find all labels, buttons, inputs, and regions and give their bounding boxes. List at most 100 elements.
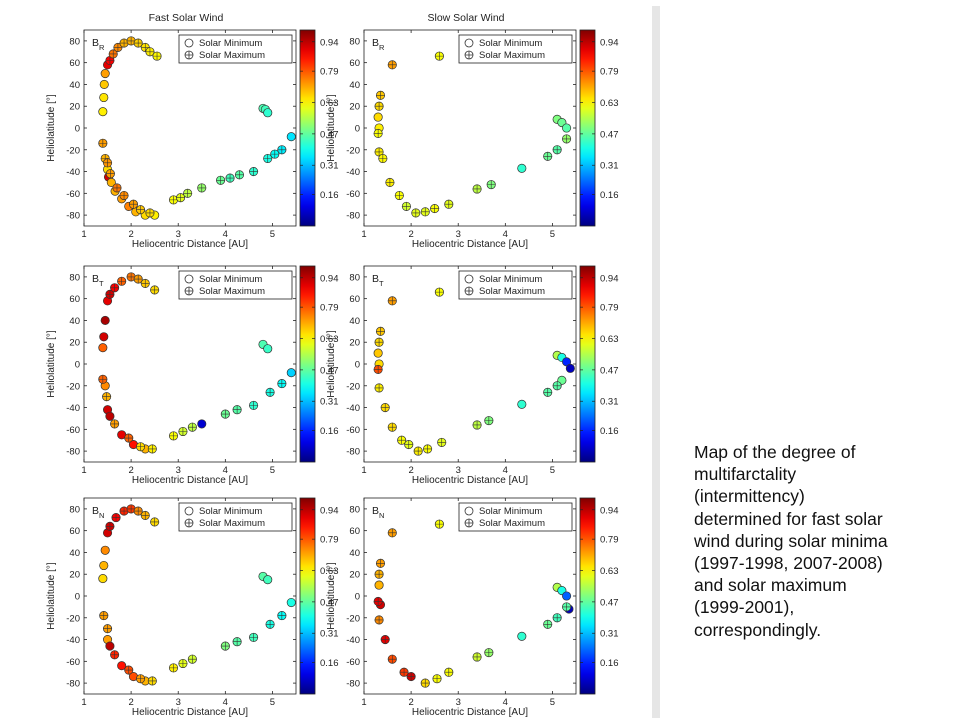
data-point-plus (552, 145, 562, 154)
y-tick-label: -80 (346, 447, 360, 458)
panel-title: Fast Solar Wind (149, 12, 224, 24)
colorbar-tick-label: 0.63 (320, 566, 339, 577)
colorbar-tick-label: 0.94 (600, 505, 619, 516)
data-point-plus (150, 285, 159, 295)
colorbar-tick-label: 0.47 (320, 597, 339, 608)
data-point-plus (543, 620, 552, 629)
x-tick-label: 1 (81, 465, 86, 476)
data-point-plus (277, 611, 287, 620)
x-tick-label: 2 (128, 229, 133, 240)
data-point-solar-minimum (105, 641, 115, 651)
data-point-plus (152, 51, 162, 61)
data-point-solar-minimum (562, 123, 572, 133)
colorbar-tick-label: 0.94 (600, 37, 619, 48)
legend-marker-solar-minimum (464, 274, 474, 284)
y-tick-label: 0 (355, 124, 360, 135)
data-point-plus (388, 528, 397, 538)
data-point-plus (221, 409, 230, 419)
data-point-plus (472, 420, 482, 430)
data-point-plus (102, 392, 111, 401)
y-tick-label: -40 (346, 167, 360, 178)
legend-box (458, 502, 573, 532)
legend-label-solar-maximum: Solar Maximum (479, 518, 545, 529)
x-tick-label: 2 (408, 697, 413, 708)
data-point-plus (221, 641, 230, 651)
y-tick-label: -80 (346, 679, 360, 690)
y-axis-label: Heliolatitude [°] (46, 94, 57, 162)
data-point-plus (249, 633, 258, 642)
y-tick-label: -40 (346, 403, 360, 414)
data-point-plus (141, 511, 150, 520)
colorbar (579, 265, 596, 463)
data-point-plus (413, 446, 423, 456)
data-point-plus (421, 207, 430, 217)
data-point-plus (133, 38, 143, 48)
data-point-plus (277, 379, 287, 388)
data-point-solar-minimum (99, 92, 109, 103)
x-tick-label: 5 (550, 697, 555, 708)
colorbar-tick-label: 0.94 (320, 273, 339, 284)
data-point-plus (385, 178, 395, 187)
x-tick-label: 1 (81, 697, 86, 708)
colorbar-tick-label: 0.79 (600, 67, 619, 78)
data-point-plus (397, 436, 406, 445)
x-tick-label: 4 (503, 465, 508, 476)
data-point-plus (136, 674, 145, 683)
data-point-plus (411, 208, 421, 218)
data-point-plus (404, 440, 413, 449)
x-axis-label: Heliocentric Distance [AU] (132, 475, 248, 486)
legend-label-solar-maximum: Solar Maximum (479, 286, 545, 297)
x-tick-label: 5 (270, 229, 275, 240)
data-point-plus (110, 419, 119, 429)
colorbar-tick-label: 0.31 (320, 397, 339, 408)
y-tick-label: -60 (66, 189, 80, 200)
colorbar-tick-label: 0.79 (600, 535, 619, 546)
data-point-plus (129, 200, 138, 209)
legend-marker-solar-minimum (184, 38, 194, 48)
data-point-solar-minimum (99, 560, 109, 571)
data-point-plus (110, 283, 119, 292)
scatter-panel: 1 2 3 4 5 80 60 40 20 0 -20 -40 -60 -80 Heliocentric D… (46, 265, 339, 486)
data-point-plus (406, 672, 416, 681)
x-axis-label: Heliocentric Distance [AU] (132, 239, 248, 250)
panel-label: B (92, 505, 99, 517)
y-tick-label: 0 (75, 360, 80, 371)
data-point-plus (374, 570, 384, 579)
data-point-plus (136, 442, 145, 451)
y-tick-label: 40 (69, 80, 80, 91)
panel-label-subscript: T (379, 279, 384, 288)
data-point-plus (374, 102, 384, 111)
y-axis-label: Heliolatitude [°] (46, 330, 57, 398)
data-point-plus (105, 290, 115, 299)
scatter-panel: 1 2 3 4 5 80 60 40 20 0 -20 -40 -60 -80 Heliocentric D… (326, 265, 619, 486)
data-point-plus (270, 149, 279, 159)
data-point-plus (373, 597, 383, 606)
data-point-plus (543, 388, 552, 397)
data-point-plus (232, 405, 242, 414)
y-tick-label: -40 (66, 403, 80, 414)
data-point-solar-minimum (373, 348, 383, 358)
data-point-plus (430, 204, 439, 213)
legend-plus (185, 519, 193, 527)
data-point-plus (148, 676, 157, 686)
data-point-plus (376, 327, 385, 336)
data-point-plus (388, 422, 397, 432)
data-point-plus (376, 91, 385, 100)
data-point-plus (378, 154, 388, 163)
legend-marker-solar-minimum (184, 274, 194, 284)
data-point-solar-minimum (286, 132, 296, 142)
data-point-plus (124, 433, 133, 443)
colorbar-tick-label: 0.16 (320, 658, 339, 669)
data-point-plus (388, 60, 397, 70)
data-point-plus (552, 381, 562, 390)
data-point-plus (373, 365, 383, 374)
colorbar-tick-label: 0.47 (320, 365, 339, 376)
x-tick-label: 2 (408, 465, 413, 476)
colorbar-tick-label: 0.16 (600, 190, 619, 201)
data-point-plus (562, 602, 571, 612)
colorbar (299, 29, 316, 227)
colorbar (299, 497, 316, 695)
panel-label: B (92, 37, 99, 49)
x-tick-label: 2 (128, 697, 133, 708)
legend-label-solar-minimum: Solar Minimum (199, 38, 262, 49)
